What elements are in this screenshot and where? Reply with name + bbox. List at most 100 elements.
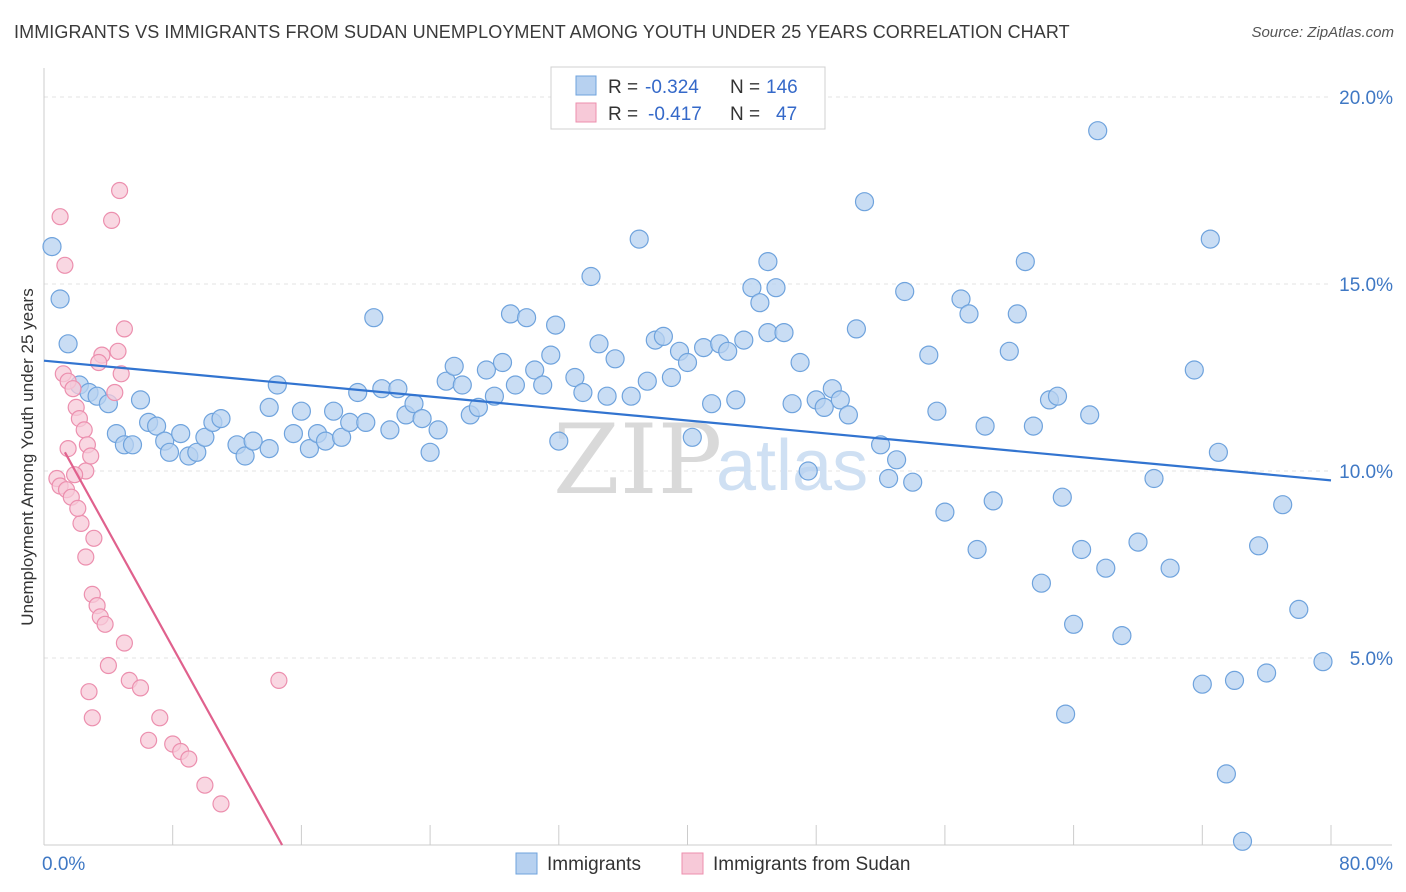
legend-r-value-1: -0.324 — [645, 77, 699, 98]
point-immigrants-28 — [291, 401, 311, 421]
point-immigrants-47 — [444, 356, 464, 376]
point-immigrants-9 — [122, 435, 143, 455]
y-tick-label-3: 20.0% — [1339, 88, 1393, 109]
point-immigrants-34 — [340, 412, 360, 432]
point-immigrants-128 — [1144, 468, 1164, 489]
point-immigrants-17 — [187, 442, 207, 462]
y-tick-label-1: 10.0% — [1339, 462, 1393, 483]
point-sudan-0 — [51, 208, 69, 226]
trend-lines — [43, 359, 1332, 846]
point-immigrants-68 — [621, 386, 641, 406]
legend-box — [550, 66, 826, 130]
point-immigrants-37 — [364, 308, 384, 328]
x-tick-label-1: 80.0% — [1339, 854, 1393, 875]
point-immigrants-135 — [1224, 670, 1245, 691]
point-immigrants-65 — [589, 334, 609, 354]
point-sudan-16 — [77, 548, 95, 566]
point-immigrants-66 — [597, 386, 617, 406]
point-immigrants-10 — [130, 390, 151, 410]
point-immigrants-95 — [830, 390, 850, 410]
point-immigrants-127 — [1128, 532, 1148, 552]
correlation-legend: R = -0.324 N = 146 R = -0.417 N = 47 — [550, 66, 826, 130]
point-immigrants-70 — [637, 371, 657, 391]
point-immigrants-27 — [283, 424, 303, 444]
point-immigrants-83 — [742, 278, 762, 298]
series-legend-label-immigrants: Immigrants — [547, 854, 641, 875]
point-immigrants-110 — [975, 416, 995, 436]
point-immigrants-89 — [782, 394, 802, 414]
point-immigrants-88 — [774, 323, 794, 343]
point-immigrants-91 — [798, 461, 818, 481]
point-immigrants-61 — [549, 431, 569, 451]
point-immigrants-15 — [171, 424, 191, 444]
point-immigrants-93 — [814, 397, 834, 417]
legend-r-value-2: -0.417 — [648, 104, 702, 125]
point-immigrants-60 — [545, 315, 566, 335]
series-legend: Immigrants Immigrants from Sudan — [515, 852, 910, 875]
watermark-zip: ZIP — [553, 404, 722, 516]
point-immigrants-134 — [1216, 764, 1237, 784]
point-sudan-34 — [115, 320, 134, 338]
point-immigrants-69 — [629, 229, 649, 249]
point-sudan-24 — [80, 683, 98, 701]
point-immigrants-55 — [505, 375, 526, 395]
point-immigrants-132 — [1200, 229, 1220, 249]
point-sudan-1 — [56, 256, 74, 274]
data-points — [42, 121, 1333, 851]
watermark: ZIP atlas — [553, 404, 868, 516]
point-sudan-26 — [140, 731, 158, 749]
legend-swatch-immigrants — [575, 75, 597, 96]
point-sudan-42 — [151, 709, 169, 727]
point-immigrants-57 — [525, 360, 545, 380]
point-immigrants-22 — [235, 446, 255, 466]
point-sudan-41 — [131, 679, 150, 697]
point-immigrants-58 — [533, 375, 553, 395]
point-immigrants-44 — [420, 442, 440, 462]
point-immigrants-39 — [380, 420, 400, 440]
trend-line-sudan — [63, 451, 284, 846]
point-immigrants-81 — [726, 390, 746, 410]
trend-line-immigrants — [43, 359, 1332, 482]
point-immigrants-20 — [211, 409, 231, 429]
y-axis-title: Unemployment Among Youth under 25 years — [18, 288, 37, 625]
point-sudan-25 — [83, 709, 101, 727]
point-immigrants-104 — [919, 345, 939, 365]
point-immigrants-75 — [677, 352, 698, 373]
point-sudan-39 — [69, 499, 87, 517]
point-sudan-32 — [102, 211, 121, 229]
point-sudan-37 — [112, 365, 130, 383]
point-immigrants-54 — [500, 304, 521, 324]
point-immigrants-59 — [541, 345, 561, 365]
point-immigrants-12 — [147, 416, 167, 436]
point-immigrants-56 — [516, 308, 537, 328]
point-immigrants-62 — [565, 367, 585, 388]
point-immigrants-86 — [758, 323, 778, 343]
point-immigrants-141 — [1313, 652, 1333, 672]
point-immigrants-2 — [58, 334, 78, 354]
point-sudan-22 — [99, 656, 118, 675]
point-immigrants-114 — [1015, 252, 1035, 272]
series-legend-swatch-immigrants — [515, 852, 538, 875]
watermark-atlas: atlas — [716, 426, 868, 506]
point-immigrants-129 — [1160, 558, 1180, 578]
point-immigrants-118 — [1047, 386, 1068, 406]
point-immigrants-1 — [50, 289, 70, 309]
point-immigrants-76 — [682, 427, 702, 447]
point-immigrants-136 — [1232, 831, 1253, 851]
point-immigrants-130 — [1184, 360, 1204, 380]
point-immigrants-18 — [195, 427, 215, 447]
point-immigrants-98 — [854, 192, 875, 212]
point-immigrants-23 — [243, 431, 263, 451]
point-immigrants-72 — [653, 326, 674, 346]
point-immigrants-52 — [484, 386, 504, 406]
point-immigrants-38 — [372, 379, 392, 399]
legend-r-label-2: R = — [608, 104, 638, 125]
point-immigrants-140 — [1289, 599, 1309, 620]
point-immigrants-109 — [967, 539, 987, 560]
series-legend-label-sudan: Immigrants from Sudan — [713, 854, 910, 875]
point-immigrants-33 — [332, 427, 352, 447]
point-sudan-36 — [106, 383, 124, 402]
point-sudan-46 — [109, 342, 127, 360]
legend-n-value-1: 146 — [766, 77, 798, 98]
point-immigrants-53 — [492, 352, 513, 373]
